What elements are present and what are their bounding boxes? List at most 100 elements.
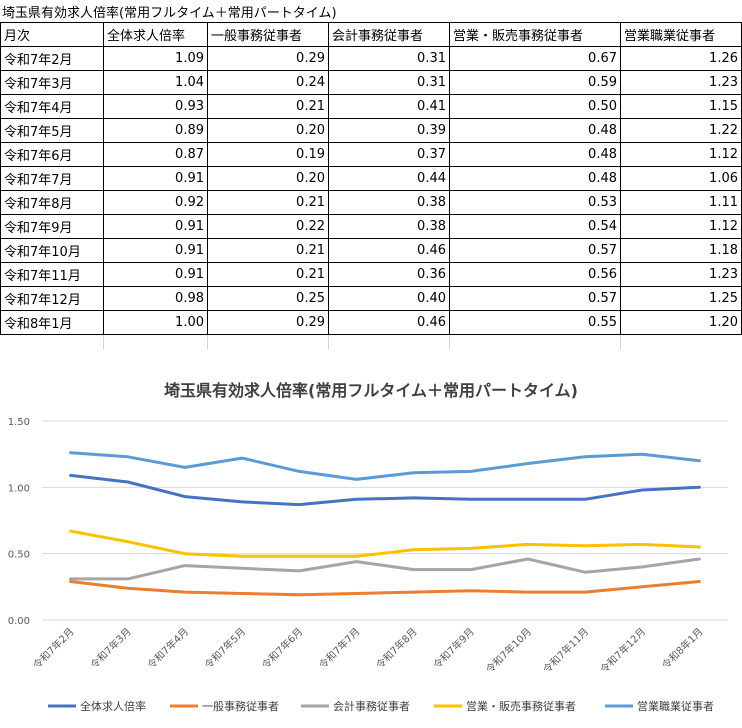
header-cell-sales-occupation[interactable]: 営業職業従事者 — [620, 22, 742, 47]
row-value-cell[interactable]: 0.56 — [449, 262, 621, 287]
row-value-cell[interactable]: 0.53 — [449, 190, 621, 215]
header-cell-sales-clerical[interactable]: 営業・販売事務従事者 — [449, 22, 621, 47]
row-month-cell[interactable]: 令和7年4月 — [0, 94, 104, 119]
row-value-cell[interactable]: 1.26 — [620, 46, 742, 71]
row-value-cell[interactable]: 1.00 — [103, 310, 208, 335]
row-value-cell[interactable]: 0.54 — [449, 214, 621, 239]
empty-cell[interactable] — [620, 334, 742, 349]
row-value-cell[interactable]: 0.21 — [207, 262, 329, 287]
x-tick-label: 令和7年5月 — [202, 625, 248, 671]
header-cell-month[interactable]: 月次 — [0, 22, 104, 47]
row-month-cell[interactable]: 令和7年9月 — [0, 214, 104, 239]
row-value-cell[interactable]: 0.46 — [328, 310, 450, 335]
row-value-cell[interactable]: 1.12 — [620, 214, 742, 239]
row-month-cell[interactable]: 令和7年5月 — [0, 118, 104, 143]
empty-cell[interactable] — [328, 334, 450, 349]
row-value-cell[interactable]: 0.20 — [207, 118, 329, 143]
empty-cell[interactable] — [103, 334, 208, 349]
series-line — [69, 580, 701, 597]
row-month-cell[interactable]: 令和7年2月 — [0, 46, 104, 71]
row-value-cell[interactable]: 0.29 — [207, 46, 329, 71]
row-value-cell[interactable]: 1.23 — [620, 70, 742, 95]
table-row: 令和7年11月 0.91 0.21 0.36 0.56 1.23 — [0, 262, 742, 287]
row-value-cell[interactable]: 0.41 — [328, 94, 450, 119]
row-value-cell[interactable]: 0.59 — [449, 70, 621, 95]
table-empty-row[interactable] — [1, 334, 742, 350]
row-value-cell[interactable]: 1.11 — [620, 190, 742, 215]
row-month-cell[interactable]: 令和7年3月 — [0, 70, 104, 95]
table-row: 令和7年7月 0.91 0.20 0.44 0.48 1.06 — [0, 166, 742, 191]
table-row: 令和7年4月 0.93 0.21 0.41 0.50 1.15 — [0, 94, 742, 119]
row-value-cell[interactable]: 0.31 — [328, 70, 450, 95]
legend-label: 会計事務従事者 — [333, 699, 410, 713]
row-value-cell[interactable]: 1.25 — [620, 286, 742, 311]
empty-cell[interactable] — [207, 334, 329, 349]
row-value-cell[interactable]: 0.92 — [103, 190, 208, 215]
row-value-cell[interactable]: 0.44 — [328, 166, 450, 191]
header-cell-accounting-clerical[interactable]: 会計事務従事者 — [328, 22, 450, 47]
series-line — [69, 451, 701, 481]
row-value-cell[interactable]: 0.93 — [103, 94, 208, 119]
row-month-cell[interactable]: 令和7年12月 — [0, 286, 104, 311]
row-value-cell[interactable]: 0.19 — [207, 142, 329, 167]
row-value-cell[interactable]: 0.21 — [207, 238, 329, 263]
row-value-cell[interactable]: 1.18 — [620, 238, 742, 263]
legend-label: 営業職業従事者 — [637, 699, 714, 713]
row-value-cell[interactable]: 0.39 — [328, 118, 450, 143]
x-tick-label: 令和7年6月 — [259, 625, 305, 671]
x-tick-label: 令和7年3月 — [87, 625, 133, 671]
row-month-cell[interactable]: 令和7年6月 — [0, 142, 104, 167]
empty-cell[interactable] — [1, 335, 104, 350]
row-value-cell[interactable]: 0.46 — [328, 238, 450, 263]
row-value-cell[interactable]: 0.98 — [103, 286, 208, 311]
header-cell-overall[interactable]: 全体求人倍率 — [103, 22, 208, 47]
row-month-cell[interactable]: 令和7年8月 — [0, 190, 104, 215]
row-value-cell[interactable]: 0.20 — [207, 166, 329, 191]
y-tick-label: 0.50 — [8, 550, 30, 561]
row-value-cell[interactable]: 0.87 — [103, 142, 208, 167]
row-value-cell[interactable]: 0.91 — [103, 262, 208, 287]
row-value-cell[interactable]: 0.36 — [328, 262, 450, 287]
row-value-cell[interactable]: 1.06 — [620, 166, 742, 191]
row-month-cell[interactable]: 令和7年10月 — [0, 238, 104, 263]
data-table: 月次 全体求人倍率 一般事務従事者 会計事務従事者 営業・販売事務従事者 営業職… — [0, 22, 742, 349]
row-month-cell[interactable]: 令和8年1月 — [0, 310, 104, 335]
row-value-cell[interactable]: 1.22 — [620, 118, 742, 143]
row-value-cell[interactable]: 0.48 — [449, 166, 621, 191]
row-value-cell[interactable]: 0.38 — [328, 190, 450, 215]
row-value-cell[interactable]: 0.31 — [328, 46, 450, 71]
row-value-cell[interactable]: 1.04 — [103, 70, 208, 95]
row-value-cell[interactable]: 0.24 — [207, 70, 329, 95]
row-value-cell[interactable]: 0.50 — [449, 94, 621, 119]
row-value-cell[interactable]: 0.38 — [328, 214, 450, 239]
row-value-cell[interactable]: 0.91 — [103, 238, 208, 263]
y-tick-label: 0.00 — [8, 616, 30, 627]
row-value-cell[interactable]: 1.23 — [620, 262, 742, 287]
row-value-cell[interactable]: 0.22 — [207, 214, 329, 239]
row-value-cell[interactable]: 0.67 — [449, 46, 621, 71]
row-value-cell[interactable]: 0.55 — [449, 310, 621, 335]
row-value-cell[interactable]: 0.48 — [449, 142, 621, 167]
row-value-cell[interactable]: 1.15 — [620, 94, 742, 119]
row-month-cell[interactable]: 令和7年7月 — [0, 166, 104, 191]
row-value-cell[interactable]: 1.20 — [620, 310, 742, 335]
empty-cell[interactable] — [449, 334, 621, 349]
row-value-cell[interactable]: 0.21 — [207, 94, 329, 119]
row-value-cell[interactable]: 0.21 — [207, 190, 329, 215]
header-cell-general-clerical[interactable]: 一般事務従事者 — [207, 22, 329, 47]
row-value-cell[interactable]: 1.09 — [103, 46, 208, 71]
row-value-cell[interactable]: 0.89 — [103, 118, 208, 143]
row-value-cell[interactable]: 0.40 — [328, 286, 450, 311]
row-value-cell[interactable]: 0.57 — [449, 238, 621, 263]
row-value-cell[interactable]: 0.25 — [207, 286, 329, 311]
row-value-cell[interactable]: 0.37 — [328, 142, 450, 167]
row-value-cell[interactable]: 0.57 — [449, 286, 621, 311]
row-value-cell[interactable]: 0.91 — [103, 214, 208, 239]
row-value-cell[interactable]: 0.91 — [103, 166, 208, 191]
x-tick-label: 令和7年4月 — [145, 625, 191, 671]
row-value-cell[interactable]: 0.29 — [207, 310, 329, 335]
legend-label: 営業・販売事務従事者 — [466, 699, 576, 713]
row-month-cell[interactable]: 令和7年11月 — [0, 262, 104, 287]
row-value-cell[interactable]: 0.48 — [449, 118, 621, 143]
row-value-cell[interactable]: 1.12 — [620, 142, 742, 167]
